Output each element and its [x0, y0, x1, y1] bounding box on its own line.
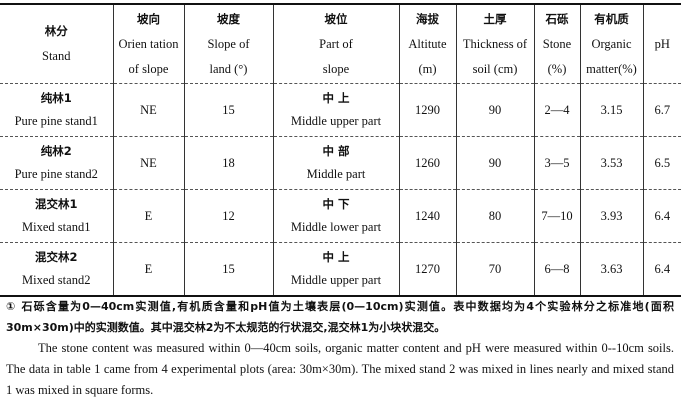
part-cell: 中 上 Middle upper part: [272, 83, 399, 137]
header-en: matter(%): [586, 61, 637, 76]
header-stone: 石砾 Stone (%): [533, 4, 580, 84]
thickness-cell: 80: [455, 189, 534, 243]
ph-cell: 6.7: [642, 83, 681, 137]
stone-cell: 2—4: [533, 83, 580, 137]
header-zh: 坡位: [324, 11, 348, 26]
header-zh: 石砾: [545, 11, 569, 26]
header-en: soil (cm): [472, 61, 518, 76]
thickness-cell: 70: [455, 242, 534, 296]
part-zh: 中 下: [322, 197, 350, 211]
part-cell: 中 下 Middle lower part: [272, 189, 399, 243]
header-en: Altitute: [408, 36, 447, 51]
part-cell: 中 上 Middle upper part: [272, 242, 399, 296]
stand-zh: 纯林1: [40, 91, 72, 105]
ph-cell: 6.5: [642, 136, 681, 190]
stand-en: Pure pine stand2: [14, 167, 98, 181]
header-orientation: 坡向 Orien tation of slope: [112, 4, 184, 84]
header-en: Orien tation: [118, 36, 179, 51]
header-zh: 土厚: [483, 11, 507, 26]
stand-cell: 纯林1 Pure pine stand1: [0, 84, 113, 137]
thickness-cell: 90: [455, 136, 534, 190]
table-row: 混交林1 Mixed stand1 E 12 中 下 Middle lower part 1…: [0, 189, 681, 243]
organic-cell: 3.63: [579, 242, 643, 296]
orientation-cell: E: [112, 242, 184, 296]
header-en: land (°): [209, 61, 248, 76]
header-ph: pH: [642, 4, 681, 84]
organic-cell: 3.15: [579, 83, 643, 137]
orientation-cell: NE: [112, 136, 184, 190]
ph-cell: 6.4: [642, 189, 681, 243]
stand-en: Pure pine stand1: [14, 114, 98, 128]
header-slope: 坡度 Slope of land (°): [183, 4, 273, 84]
header-stand: 林分 Stand: [0, 4, 113, 84]
part-en: Middle upper part: [290, 273, 382, 287]
header-en: Stand: [42, 49, 71, 63]
header-part: 坡位 Part of slope: [272, 4, 399, 84]
part-zh: 中 部: [322, 144, 350, 158]
slope-cell: 12: [183, 189, 273, 243]
slope-cell: 18: [183, 136, 273, 190]
header-en: slope: [322, 61, 350, 76]
site-conditions-table: 林分 Stand 坡向 Orien tation of slope 坡度 Slope o…: [0, 3, 681, 297]
stand-cell: 混交林2 Mixed stand2: [0, 243, 113, 297]
stand-en: Mixed stand1: [22, 220, 91, 234]
ph-cell: 6.4: [642, 242, 681, 296]
header-en: Part of: [319, 36, 353, 51]
organic-cell: 3.53: [579, 136, 643, 190]
header-en: Stone: [542, 36, 572, 51]
header-zh: 海拔: [416, 11, 439, 26]
stand-zh: 混交林2: [34, 250, 78, 264]
altitude-cell: 1270: [398, 242, 456, 296]
header-en: (m): [418, 61, 437, 76]
part-zh: 中 上: [322, 91, 350, 105]
part-zh: 中 上: [322, 250, 350, 264]
header-en: Organic: [591, 36, 632, 51]
table-row: 纯林1 Pure pine stand1 NE 15 中 上 Middle upper p…: [0, 83, 681, 137]
part-en: Middle upper part: [290, 114, 382, 128]
orientation-cell: NE: [112, 83, 184, 137]
table-row: 混交林2 Mixed stand2 E 15 中 上 Middle upper part 1…: [0, 242, 681, 297]
header-row: 林分 Stand 坡向 Orien tation of slope 坡度 Slope o…: [0, 4, 681, 84]
header-zh: 林分: [44, 24, 68, 38]
altitude-cell: 1290: [398, 83, 456, 137]
header-altitude: 海拔 Altitute (m): [398, 4, 456, 84]
header-en: pH: [654, 36, 670, 51]
stone-cell: 6—8: [533, 242, 580, 296]
organic-cell: 3.93: [579, 189, 643, 243]
stand-zh: 混交林1: [34, 197, 78, 211]
thickness-cell: 90: [455, 83, 534, 137]
stand-zh: 纯林2: [40, 144, 72, 158]
orientation-cell: E: [112, 189, 184, 243]
header-en: Slope of: [207, 36, 250, 51]
stone-cell: 3—5: [533, 136, 580, 190]
altitude-cell: 1240: [398, 189, 456, 243]
header-thickness: 土厚 Thickness of soil (cm): [455, 4, 534, 84]
header-zh: 有机质: [594, 11, 629, 26]
header-en: of slope: [128, 61, 169, 76]
header-zh: 坡度: [217, 11, 240, 26]
stand-cell: 混交林1 Mixed stand1: [0, 190, 113, 243]
part-cell: 中 部 Middle part: [272, 136, 399, 190]
table-row: 纯林2 Pure pine stand2 NE 18 中 部 Middle part 126…: [0, 136, 681, 190]
note-english: The stone content was measured within 0—…: [6, 341, 674, 397]
stand-en: Mixed stand2: [22, 273, 91, 287]
part-en: Middle part: [306, 167, 366, 181]
altitude-cell: 1260: [398, 136, 456, 190]
header-en: Thickness of: [462, 36, 528, 51]
header-zh: 坡向: [137, 11, 160, 26]
note-chinese: ① 石砾含量为0—40cm实测值,有机质含量和pH值为土壤表层(0—10cm)实…: [6, 300, 674, 334]
part-en: Middle lower part: [290, 220, 382, 234]
stand-cell: 纯林2 Pure pine stand2: [0, 137, 113, 190]
header-organic: 有机质 Organic matter(%): [579, 4, 643, 84]
header-en: (%): [547, 61, 567, 76]
table-notes: ① 石砾含量为0—40cm实测值,有机质含量和pH值为土壤表层(0—10cm)实…: [6, 296, 674, 401]
slope-cell: 15: [183, 242, 273, 296]
stone-cell: 7—10: [533, 189, 580, 243]
slope-cell: 15: [183, 83, 273, 137]
